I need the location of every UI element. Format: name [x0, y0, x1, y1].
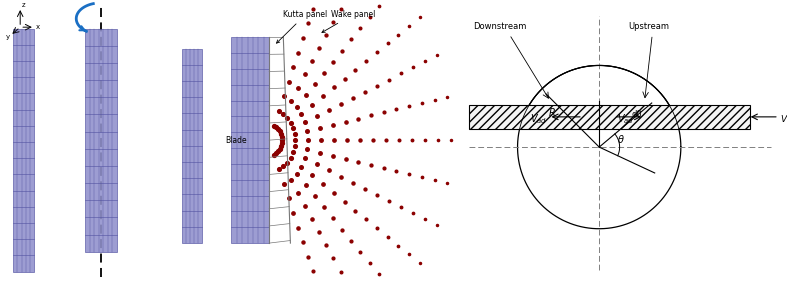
Bar	[85, 29, 116, 252]
Text: Kutta panel: Kutta panel	[276, 10, 327, 43]
Text: R: R	[549, 108, 556, 118]
Text: Downstream: Downstream	[473, 22, 526, 31]
Bar	[231, 37, 269, 243]
Bar	[468, 105, 750, 129]
Bar	[13, 29, 34, 272]
Text: Wake panel: Wake panel	[322, 10, 375, 33]
Text: $\mathit{V}_{ad}$: $\mathit{V}_{ad}$	[530, 112, 547, 126]
Text: x: x	[35, 25, 39, 30]
Text: z: z	[21, 2, 25, 7]
Text: y: y	[6, 34, 9, 40]
Text: Upstream: Upstream	[628, 22, 669, 31]
Bar	[182, 49, 201, 243]
Text: $V_{\infty}\,i$: $V_{\infty}\,i$	[781, 113, 787, 125]
Text: $\mathit{V}_{au}$: $\mathit{V}_{au}$	[617, 112, 634, 126]
Text: Blade: Blade	[225, 136, 247, 145]
Text: d0: d0	[632, 110, 642, 119]
Text: $\theta$: $\theta$	[617, 133, 625, 145]
